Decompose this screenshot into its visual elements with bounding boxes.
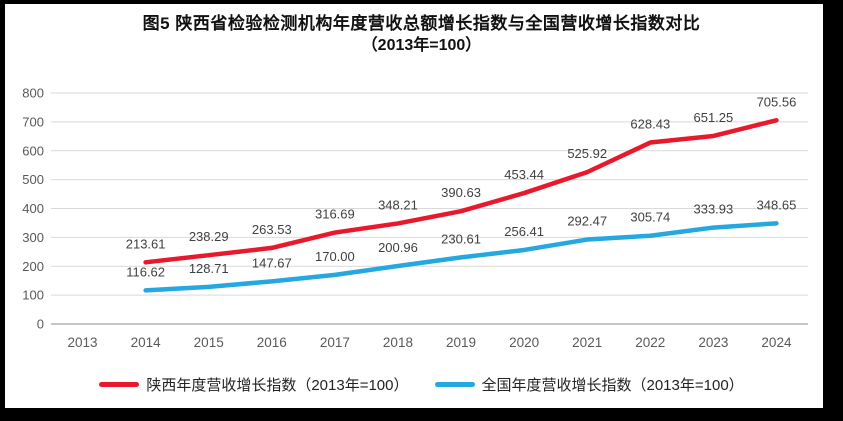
y-axis-tick-label: 700 <box>22 114 44 129</box>
chart-legend: 陕西年度营收增长指数（2013年=100） 全国年度营收增长指数（2013年=1… <box>0 374 843 395</box>
national-series-data-label: 170.00 <box>315 249 355 264</box>
national-series-data-label: 128.71 <box>189 261 229 276</box>
x-axis-tick-label: 2022 <box>635 335 665 350</box>
shaanxi-series-data-label: 348.21 <box>378 197 418 212</box>
x-axis-tick-label: 2017 <box>320 335 350 350</box>
y-axis-tick-label: 500 <box>22 172 44 187</box>
legend-label-shaanxi: 陕西年度营收增长指数（2013年=100） <box>146 377 409 394</box>
x-axis-tick-label: 2014 <box>131 335 162 350</box>
x-axis-tick-label: 2016 <box>257 335 287 350</box>
shaanxi-series-data-label: 390.63 <box>441 185 481 200</box>
shaanxi-series-swatch-icon <box>99 382 140 387</box>
national-series-data-label: 230.61 <box>441 231 481 246</box>
shaanxi-series-data-label: 316.69 <box>315 207 355 222</box>
national-series-data-label: 147.67 <box>252 255 292 270</box>
national-series-line <box>143 221 779 293</box>
shaanxi-series-data-label: 453.44 <box>504 167 544 182</box>
shaanxi-series-data-label: 263.53 <box>252 222 292 237</box>
y-axis-tick-label: 800 <box>22 86 44 101</box>
legend-item-shaanxi: 陕西年度营收增长指数（2013年=100） <box>99 374 409 395</box>
shaanxi-series-data-label: 213.61 <box>126 236 166 251</box>
y-axis-tick-label: 200 <box>22 259 44 274</box>
y-axis-tick-label: 100 <box>22 288 44 303</box>
shaanxi-series-line <box>143 118 779 265</box>
shaanxi-series-data-label: 238.29 <box>189 229 229 244</box>
x-axis-tick-label: 2024 <box>761 335 792 350</box>
national-series-data-label: 333.93 <box>693 202 733 217</box>
y-axis-tick-label: 600 <box>22 143 44 158</box>
x-axis-tick-label: 2021 <box>572 335 602 350</box>
shaanxi-series-data-label: 651.25 <box>693 110 733 125</box>
national-series-data-label: 200.96 <box>378 240 418 255</box>
legend-item-national: 全国年度营收增长指数（2013年=100） <box>434 374 744 395</box>
chart-title-line2: （2013年=100） <box>361 37 482 54</box>
national-series-swatch-icon <box>434 382 475 387</box>
x-axis-tick-label: 2019 <box>446 335 476 350</box>
national-series-data-label: 348.65 <box>757 197 797 212</box>
chart-title: 图5 陕西省检验检测机构年度营收总额增长指数与全国营收增长指数对比 （2013年… <box>0 13 843 56</box>
x-axis-tick-label: 2018 <box>383 335 413 350</box>
x-axis-tick-label: 2013 <box>68 335 98 350</box>
y-axis-tick-label: 0 <box>37 317 44 332</box>
national-series-data-label: 256.41 <box>504 224 544 239</box>
national-series-data-label: 116.62 <box>126 264 165 279</box>
x-axis-tick-label: 2023 <box>698 335 728 350</box>
legend-label-national: 全国年度营收增长指数（2013年=100） <box>481 377 744 394</box>
shaanxi-series-data-label: 628.43 <box>630 117 670 132</box>
shaanxi-series-data-label: 705.56 <box>757 94 797 109</box>
x-axis-tick-label: 2020 <box>509 335 539 350</box>
shaanxi-series-data-label: 525.92 <box>567 146 607 161</box>
x-axis-tick-label: 2015 <box>194 335 224 350</box>
chart-title-line1: 图5 陕西省检验检测机构年度营收总额增长指数与全国营收增长指数对比 <box>142 14 701 33</box>
national-series-data-label: 305.74 <box>630 210 670 225</box>
national-series-data-label: 292.47 <box>567 214 607 229</box>
y-axis-tick-label: 300 <box>22 230 44 245</box>
y-axis-tick-label: 400 <box>22 201 44 216</box>
